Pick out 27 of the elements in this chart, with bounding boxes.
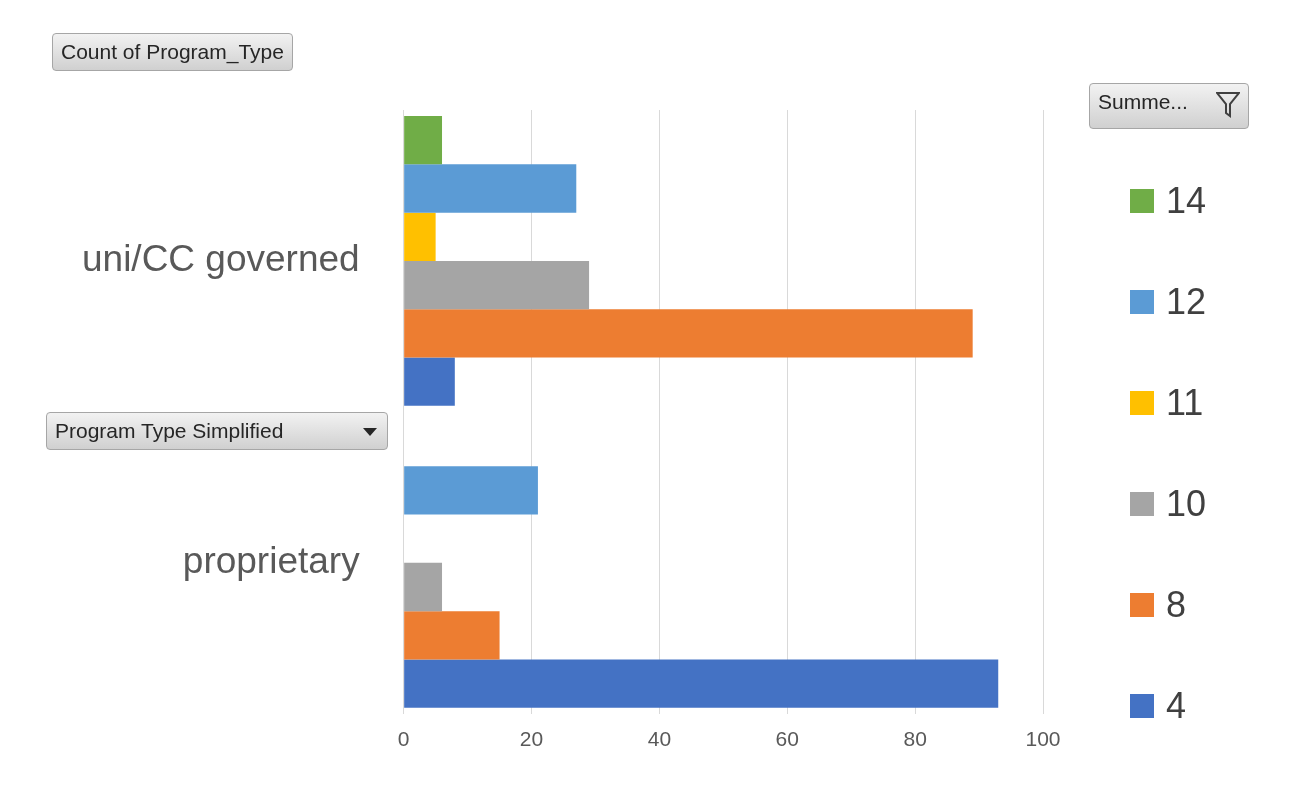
legend-label: 11 [1166,381,1204,424]
bar [404,116,443,165]
x-tick-label: 40 [647,727,672,751]
y-tick-label: uni/CC governed [81,238,360,280]
bar [404,611,500,660]
bar [404,659,999,708]
legend-label: 12 [1166,280,1207,323]
bar [404,357,455,406]
x-tick-label: 20 [519,727,544,751]
legend-title: Summe... [1089,83,1249,129]
bar [404,260,590,310]
y-axis-title: Program Type Simplified [55,419,284,442]
y-tick-label: proprietary [182,540,361,582]
legend-label: 14 [1166,179,1207,222]
bar [404,562,443,612]
x-tick-label: 100 [1025,727,1061,751]
bar [404,212,436,261]
bar [404,309,973,358]
x-tick-label: 0 [397,727,410,751]
x-tick-label: 60 [775,727,799,751]
text: Count of Program_Type [52,33,293,71]
x-tick-label: 80 [903,727,927,751]
bar [404,466,538,515]
legend-label: 4 [1166,684,1187,727]
legend-label: 8 [1166,583,1187,626]
bar [404,164,577,213]
legend-label: 10 [1166,482,1207,525]
